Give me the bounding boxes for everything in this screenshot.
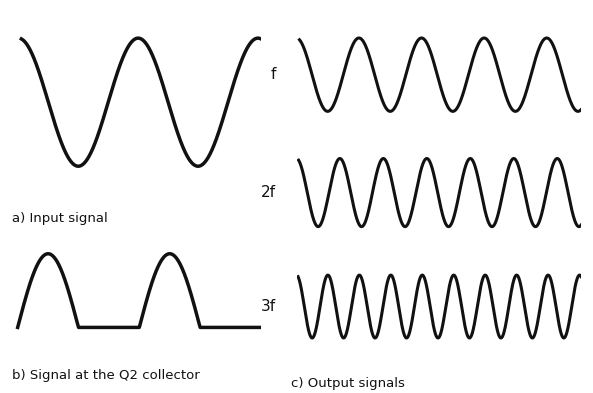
Text: f: f bbox=[270, 67, 276, 82]
Text: a) Input signal: a) Input signal bbox=[12, 212, 107, 225]
Text: 3f: 3f bbox=[260, 299, 276, 314]
Text: 2f: 2f bbox=[261, 185, 276, 200]
Text: c) Output signals: c) Output signals bbox=[291, 377, 404, 390]
Text: b) Signal at the Q2 collector: b) Signal at the Q2 collector bbox=[12, 369, 200, 382]
